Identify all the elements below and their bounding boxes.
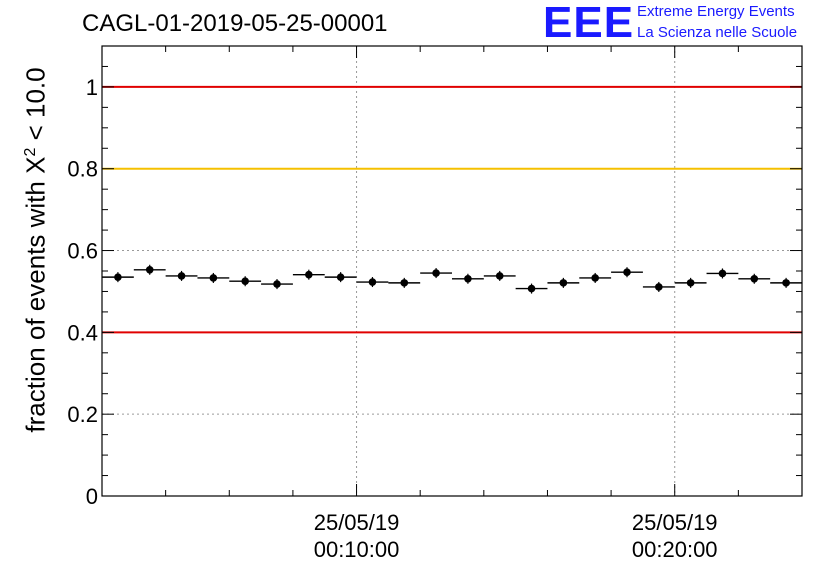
y-tick-label: 0.8 [67, 157, 98, 182]
data-point [273, 280, 281, 288]
logo-line-2: La Scienza nelle Scuole [637, 24, 798, 41]
data-point [718, 269, 727, 278]
eee-logo: EEE Extreme Energy Events La Scienza nel… [543, 0, 836, 46]
y-tick-label: 0.2 [67, 402, 98, 427]
data-point [591, 274, 599, 282]
data-point [305, 270, 313, 279]
data-point [145, 265, 154, 274]
data-point [782, 279, 790, 287]
data-point [686, 279, 695, 287]
data-point [432, 269, 440, 277]
x-tick-label-time: 00:10:00 [314, 537, 400, 562]
data-point [241, 277, 249, 286]
chart-title: CAGL-01-2019-05-25-00001 [82, 10, 388, 37]
y-tick-label: 0 [86, 484, 98, 509]
data-point [209, 274, 218, 282]
data-point [527, 284, 536, 293]
data-point [177, 272, 186, 280]
data-point [559, 279, 568, 287]
logo-mark: EEE [543, 0, 635, 47]
x-tick-label-time: 00:20:00 [632, 537, 718, 562]
y-tick-label: 1 [86, 75, 98, 100]
data-point [400, 279, 409, 287]
data-point [623, 268, 631, 277]
data-point [750, 274, 759, 283]
data-point [495, 272, 504, 280]
data-point [464, 274, 472, 283]
x-tick-label-date: 25/05/19 [314, 510, 400, 535]
data-point [114, 273, 122, 281]
x-tick-label-date: 25/05/19 [632, 510, 718, 535]
plot-frame [101, 45, 803, 497]
data-point [336, 273, 345, 281]
data-point [368, 278, 377, 286]
data-point [655, 283, 663, 291]
y-tick-label: 0.6 [67, 239, 98, 264]
y-tick-label: 0.4 [67, 320, 98, 345]
logo-line-1: Extreme Energy Events [637, 3, 795, 20]
